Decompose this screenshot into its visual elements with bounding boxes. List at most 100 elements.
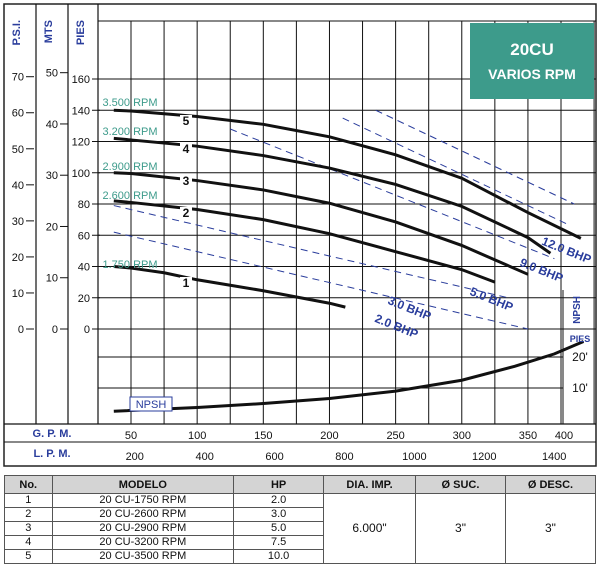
pump-spec-table: No. MODELO HP DIA. IMP. Ø SUC. Ø DESC. 1… [4, 475, 597, 564]
table-row: 5 20 CU-3500 RPM 10.0 [4, 549, 596, 564]
lpm-tick-label: 600 [265, 451, 283, 463]
header-suction: Ø SUC. [415, 475, 506, 494]
lpm-tick-label: 1400 [542, 451, 566, 463]
rpm-series-label: 3.200 RPM [102, 126, 157, 138]
left-axis-tick-label: 40 [12, 180, 24, 192]
left-axis-tick-label: 20 [12, 252, 24, 264]
gpm-tick-label: 150 [254, 430, 272, 442]
left-axis-tick-label: 80 [78, 199, 90, 211]
lpm-tick-label: 400 [195, 451, 213, 463]
x-axis-label-gpm: G. P. M. [33, 428, 72, 440]
header-no: No. [4, 475, 53, 494]
dia-imp-value: 6.000" [323, 493, 417, 564]
suction-value: 3" [415, 493, 506, 564]
header-model: MODELO [51, 475, 235, 494]
npsh-label-box [129, 396, 173, 412]
curve-number-bg [180, 143, 192, 156]
left-axis-tick-label: 10 [12, 288, 24, 300]
rpm-series-label: 2.600 RPM [102, 190, 157, 202]
curve-number-bg [180, 175, 192, 188]
gpm-tick-label: 400 [555, 430, 573, 442]
npsh-curve [113, 340, 585, 413]
rpm-curve [113, 171, 529, 276]
lpm-tick-label: 200 [126, 451, 144, 463]
row-hp: 7.5 [233, 535, 325, 550]
left-axis-tick-label: 60 [12, 108, 24, 120]
discharge-value: 3" [504, 493, 597, 564]
left-axis-tick-label: 0 [84, 324, 90, 336]
left-axis-tick-label: 50 [12, 144, 24, 156]
table-row: 3 20 CU-2900 RPM 5.0 [4, 521, 596, 536]
rpm-curve [113, 199, 496, 284]
row-model: 20 CU-3500 RPM [51, 549, 235, 564]
header-dia-imp: DIA. IMP. [323, 475, 417, 494]
curve-number-bg [180, 115, 192, 128]
row-model: 20 CU-3200 RPM [51, 535, 235, 550]
rpm-curve [113, 265, 346, 309]
rpm-series-label: 2.900 RPM [102, 161, 157, 173]
left-axis-tick-label: 70 [12, 72, 24, 84]
gpm-tick-label: 250 [386, 430, 404, 442]
bhp-line [113, 205, 509, 299]
left-axis-tick-label: 40 [78, 262, 90, 274]
bhp-line [375, 109, 575, 205]
left-axis-tick-label: 30 [46, 170, 58, 182]
npsh-axis-label: NPSH [572, 296, 583, 324]
header-discharge: Ø DESC. [504, 475, 597, 494]
axis-label-pies: PIES [75, 20, 87, 45]
left-axis-tick-label: 100 [72, 168, 90, 180]
row-no: 3 [4, 521, 53, 536]
left-axis-tick-label: 20 [46, 221, 58, 233]
npsh-curve-label: NPSH [136, 399, 167, 411]
curve-number: 1 [183, 276, 190, 290]
row-hp: 10.0 [233, 549, 325, 564]
npsh-tick-label: 20' [572, 350, 588, 364]
header-hp: HP [233, 475, 325, 494]
curve-number: 2 [183, 206, 190, 220]
left-axis-tick-label: 160 [72, 74, 90, 86]
row-hp: 5.0 [233, 521, 325, 536]
row-no: 2 [4, 507, 53, 522]
pump-curve-chart: P.S.I.706050403020100MTS50403020100PIES1… [3, 3, 597, 467]
left-axis-tick-label: 10 [46, 273, 58, 285]
left-axis-tick-label: 120 [72, 137, 90, 149]
rpm-curve [113, 108, 582, 240]
axis-label-psi: P.S.I. [11, 20, 23, 45]
row-no: 4 [4, 535, 53, 550]
row-model: 20 CU-2900 RPM [51, 521, 235, 536]
left-axis-tick-label: 0 [52, 324, 58, 336]
chart-title: 20CU [510, 40, 553, 59]
left-axis-tick-label: 140 [72, 105, 90, 117]
npsh-axis-unit: PIES [570, 334, 591, 344]
bhp-line [342, 117, 568, 225]
table-row: 1 20 CU-1750 RPM 2.0 6.000" 3" 3" [4, 493, 597, 564]
gpm-tick-label: 350 [519, 430, 537, 442]
row-no: 1 [4, 493, 53, 508]
table-row: 2 20 CU-2600 RPM 3.0 [4, 507, 596, 522]
lpm-tick-label: 800 [335, 451, 353, 463]
rpm-series-label: 3.500 RPM [102, 97, 157, 109]
lpm-tick-label: 1200 [472, 451, 496, 463]
row-model: 20 CU-2600 RPM [51, 507, 235, 522]
x-axis-label-lpm: L. P. M. [33, 448, 70, 460]
left-axis-tick-label: 60 [78, 230, 90, 242]
lpm-tick-label: 1000 [402, 451, 426, 463]
curve-number-bg [180, 277, 192, 290]
title-box [470, 23, 594, 99]
gpm-tick-label: 200 [320, 430, 338, 442]
bhp-line [230, 128, 555, 260]
curve-number: 5 [183, 114, 190, 128]
bhp-line [113, 231, 529, 330]
rpm-curve [113, 136, 552, 255]
row-hp: 3.0 [233, 507, 325, 522]
curve-number: 4 [183, 142, 190, 156]
curve-number: 3 [183, 174, 190, 188]
axis-label-mts: MTS [43, 20, 55, 43]
curve-number-bg [180, 207, 192, 220]
left-axis-tick-label: 40 [46, 119, 58, 131]
left-axis-tick-label: 20 [78, 293, 90, 305]
chart-subtitle: VARIOS RPM [488, 66, 576, 82]
left-axis-tick-label: 50 [46, 68, 58, 80]
row-no: 5 [4, 549, 53, 564]
npsh-tick-label: 10' [572, 381, 588, 395]
